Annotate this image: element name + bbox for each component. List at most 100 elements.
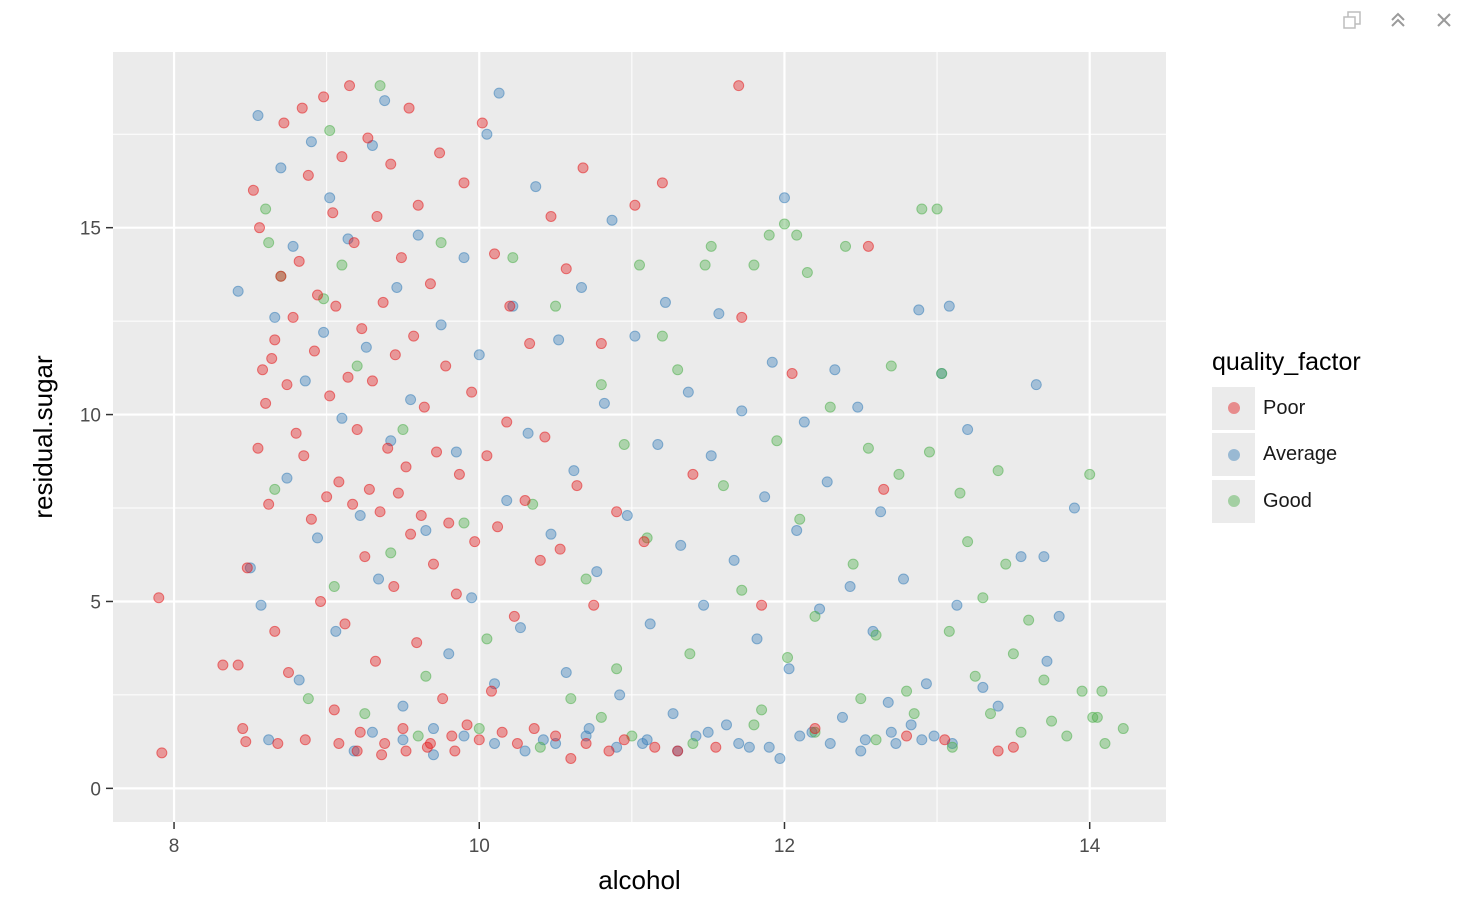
data-point-average (514, 622, 526, 634)
data-point-poor (333, 476, 345, 488)
data-point-average (450, 446, 462, 458)
data-point-poor (437, 693, 449, 705)
data-point-poor (299, 734, 311, 746)
data-point-average (397, 700, 409, 712)
data-point-poor (217, 659, 229, 671)
data-point-average (641, 734, 653, 746)
data-point-average (875, 506, 887, 518)
data-point-average (305, 136, 317, 148)
data-point-average (553, 334, 565, 346)
legend-item-average: Average (1212, 432, 1361, 479)
data-point-poor (354, 726, 366, 738)
data-point-poor (534, 554, 546, 566)
popout-icon[interactable] (1340, 8, 1364, 32)
legend-label: Good (1263, 489, 1312, 512)
data-point-good (748, 259, 760, 271)
data-point-poor (443, 517, 455, 529)
data-point-poor (577, 162, 589, 174)
data-point-average (943, 300, 955, 312)
data-point-good (565, 693, 577, 705)
data-point-average (287, 240, 299, 252)
data-point-good (351, 360, 363, 372)
data-point-poor (519, 495, 531, 507)
data-point-average (481, 128, 493, 140)
data-point-average (824, 738, 836, 750)
data-point-good (962, 536, 974, 548)
scatter-chart: 8 10 12 14 0 5 10 15 alcohol residual.sugar (28, 52, 1166, 895)
x-axis-label: alcohol (598, 865, 680, 895)
data-point-average (568, 465, 580, 477)
legend-key (1212, 433, 1255, 477)
x-tick-label: 14 (1079, 836, 1101, 857)
data-point-good (923, 446, 935, 458)
data-point-average (713, 308, 725, 320)
data-point-poor (328, 704, 340, 716)
close-icon[interactable] (1432, 8, 1456, 32)
data-point-average (951, 599, 963, 611)
data-point-average (576, 281, 588, 293)
data-point-poor (344, 80, 356, 92)
data-point-good (507, 252, 519, 264)
data-point-poor (278, 117, 290, 129)
data-point-poor (405, 528, 417, 540)
data-point-poor (296, 102, 308, 114)
data-point-poor (687, 468, 699, 480)
data-point-good (824, 401, 836, 413)
data-point-poor (395, 252, 407, 264)
data-point-poor (440, 360, 452, 372)
grid-lines (113, 52, 1166, 822)
data-point-poor (392, 487, 404, 499)
data-point-average (311, 532, 323, 544)
data-point-average (493, 87, 505, 99)
data-point-average (427, 723, 439, 735)
data-point-average (890, 738, 902, 750)
data-point-average (962, 424, 974, 436)
data-point-poor (374, 506, 386, 518)
x-tick-label: 10 (469, 836, 490, 857)
data-point-good (778, 218, 790, 230)
data-point-poor (672, 745, 684, 757)
data-point-average (794, 730, 806, 742)
data-point-good (977, 592, 989, 604)
data-point-good (791, 229, 803, 241)
data-point-poor (580, 738, 592, 750)
data-point-poor (466, 386, 478, 398)
data-point-good (794, 513, 806, 525)
data-point-average (489, 738, 501, 750)
data-point-average (829, 364, 841, 376)
data-point-poor (504, 300, 516, 312)
data-point-poor (710, 741, 722, 753)
data-point-poor (359, 551, 371, 563)
data-point-good (946, 741, 958, 753)
data-point-average (606, 214, 618, 226)
data-point-average (324, 192, 336, 204)
data-point-good (1099, 738, 1111, 750)
data-point-average (545, 528, 557, 540)
data-point-average (348, 745, 360, 757)
data-point-poor (400, 461, 412, 473)
data-point-average (281, 472, 293, 484)
collapse-icon[interactable] (1386, 8, 1410, 32)
data-point-good (634, 259, 645, 271)
data-point-poor (528, 723, 540, 735)
data-point-poor (424, 738, 436, 750)
data-point-poor (333, 738, 345, 750)
data-point-poor (298, 450, 310, 462)
data-point-poor (629, 199, 641, 211)
data-point-good (748, 719, 760, 731)
data-point-poor (232, 659, 244, 671)
data-point-poor (489, 248, 501, 260)
data-point-good (771, 435, 783, 447)
x-tick-label: 8 (169, 836, 180, 857)
data-point-poor (272, 738, 284, 750)
data-point-good (359, 708, 371, 720)
data-point-good (992, 465, 1004, 477)
data-point-average (412, 229, 424, 241)
data-point-poor (733, 80, 745, 92)
data-point-good (736, 584, 748, 596)
data-point-good (1046, 715, 1058, 727)
data-point-average (318, 326, 330, 338)
y-axis-label: residual.sugar (28, 355, 58, 519)
data-point-good (782, 652, 794, 664)
data-point-average (379, 95, 391, 107)
